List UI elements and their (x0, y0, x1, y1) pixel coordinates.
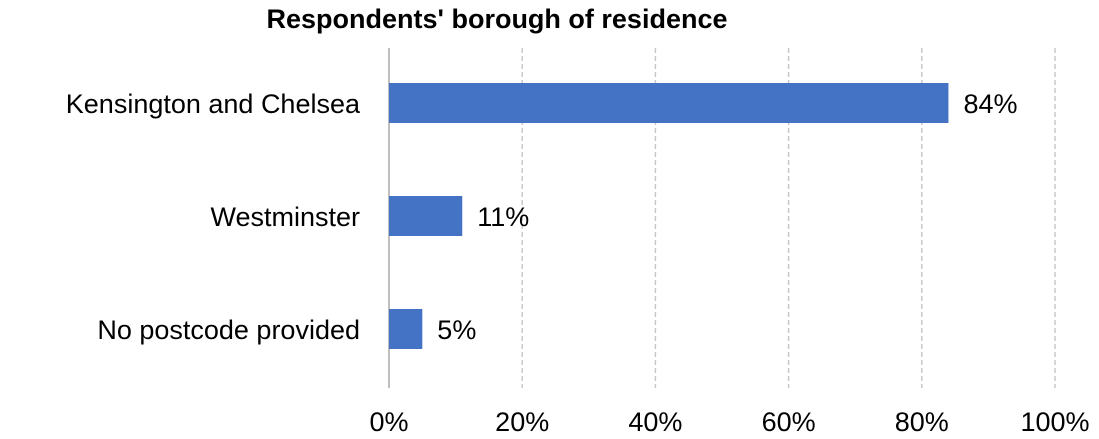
x-tick-label: 20% (495, 407, 549, 437)
category-label: Westminster (210, 202, 360, 232)
category-label: No postcode provided (97, 315, 360, 345)
x-axis-tick-labels: 0% 20% 40% 60% 80% 100% (369, 407, 1089, 437)
data-labels: 84% 11% 5% (437, 89, 1017, 345)
data-label: 11% (477, 202, 529, 232)
data-label: 5% (437, 315, 476, 345)
category-label: Kensington and Chelsea (66, 89, 361, 119)
bar (389, 196, 463, 236)
x-tick-label: 0% (369, 407, 408, 437)
bars (389, 83, 949, 349)
x-tick-label: 100% (1020, 407, 1089, 437)
category-labels: Kensington and Chelsea Westminster No post… (66, 89, 361, 345)
chart-title: Respondents' borough of residence (267, 4, 728, 34)
x-tick-label: 80% (895, 407, 949, 437)
bar (389, 309, 423, 349)
x-tick-label: 60% (762, 407, 816, 437)
bar (389, 83, 949, 123)
data-label: 84% (963, 89, 1017, 119)
x-tick-label: 40% (628, 407, 682, 437)
